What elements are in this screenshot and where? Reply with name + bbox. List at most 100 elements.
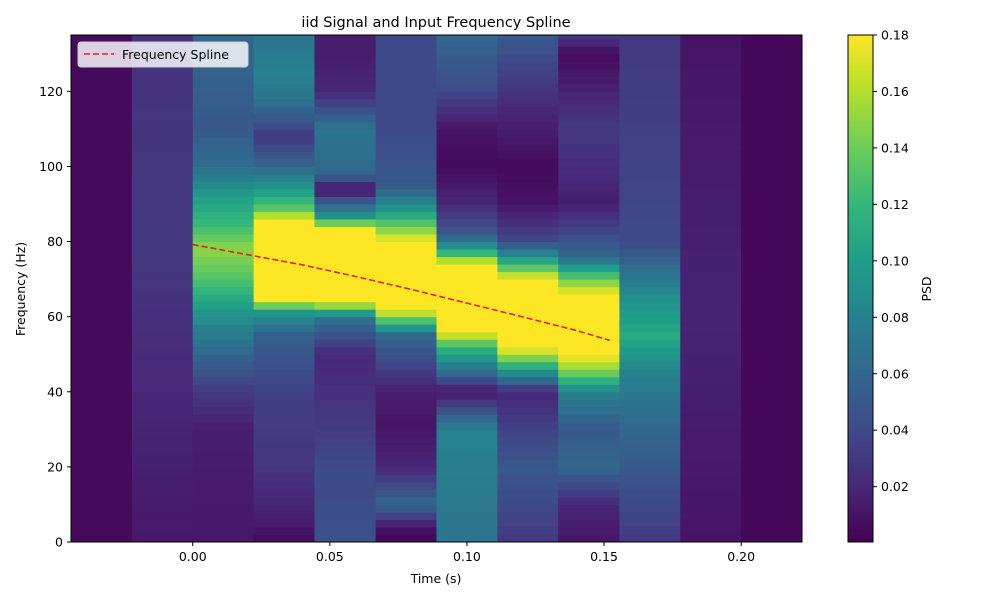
heatmap-cell [71, 504, 133, 513]
heatmap-cell [680, 173, 742, 182]
heatmap-cell [619, 143, 681, 152]
heatmap-cell [436, 128, 498, 137]
heatmap-cell [71, 489, 133, 498]
heatmap-cell [131, 526, 194, 535]
heatmap-cell [680, 324, 742, 333]
heatmap-cell [131, 384, 194, 393]
heatmap-cell [131, 279, 194, 288]
heatmap-cell [375, 511, 437, 520]
heatmap-cell [253, 286, 315, 295]
heatmap-cell [253, 481, 315, 490]
heatmap-cell [619, 534, 681, 543]
heatmap-cell [131, 399, 194, 408]
heatmap-cell [192, 226, 255, 235]
heatmap-cell [680, 113, 742, 122]
heatmap-cell [131, 414, 194, 423]
heatmap-cell [558, 429, 620, 438]
heatmap-cell [131, 354, 194, 363]
heatmap-cell [253, 35, 315, 40]
heatmap-cell [497, 68, 559, 77]
heatmap-cell [741, 451, 803, 460]
heatmap-cell [131, 181, 194, 190]
heatmap-cell [619, 526, 681, 535]
heatmap-cell [375, 346, 437, 355]
heatmap-cell [71, 241, 133, 250]
heatmap-cell [253, 173, 315, 182]
heatmap-cell [192, 136, 255, 145]
heatmap-cell [253, 339, 315, 348]
x-tick-label: 0.20 [727, 549, 755, 564]
heatmap-cell [314, 166, 377, 175]
heatmap-cell [497, 204, 559, 213]
heatmap-cell [680, 286, 742, 295]
heatmap-cell [741, 256, 803, 265]
heatmap-cell [375, 271, 437, 280]
heatmap-cell [619, 53, 681, 62]
heatmap-cell [253, 211, 315, 220]
heatmap-cell [314, 136, 377, 145]
heatmap-cell [314, 391, 377, 400]
heatmap-cell [497, 136, 559, 145]
heatmap-cell [619, 406, 681, 415]
heatmap-cell [619, 91, 681, 100]
x-axis-ticks: 0.00 0.05 0.10 0.15 0.20 [179, 542, 755, 564]
y-axis-ticks: 0 20 40 60 80 100 120 [39, 84, 71, 550]
heatmap-cell [375, 376, 437, 385]
heatmap-cell [619, 264, 681, 273]
heatmap-cell [71, 361, 133, 370]
heatmap-cell [558, 459, 620, 468]
heatmap-cell [741, 436, 803, 445]
spline-series [192, 243, 610, 342]
heatmap-cell [131, 76, 194, 85]
heatmap-cell [192, 98, 255, 107]
heatmap-cell [71, 391, 133, 400]
heatmap-cell [375, 519, 437, 528]
heatmap-cell [375, 429, 437, 438]
heatmap-cell [314, 83, 377, 92]
heatmap-cell [436, 399, 498, 408]
heatmap-cell [253, 226, 315, 235]
colorbar-tick-label: 0.12 [881, 197, 909, 212]
heatmap-cell [71, 496, 133, 505]
heatmap-cell [71, 526, 133, 535]
heatmap-cell [436, 391, 498, 400]
heatmap-cell [497, 406, 559, 415]
heatmap-cell [741, 204, 803, 213]
heatmap-cell [71, 346, 133, 355]
heatmap-cell [71, 98, 133, 107]
heatmap-cell [253, 474, 315, 483]
heatmap-cell [741, 421, 803, 430]
heatmap-cell [741, 369, 803, 378]
heatmap-cell [680, 309, 742, 318]
heatmap-cell [253, 301, 315, 310]
heatmap-cell [497, 98, 559, 107]
heatmap-cell [497, 361, 559, 370]
heatmap-cell [192, 459, 255, 468]
colorbar-label: PSD [919, 276, 934, 301]
heatmap-cell [619, 399, 681, 408]
heatmap-cell [314, 294, 377, 303]
heatmap-cell [375, 121, 437, 130]
heatmap-cell [741, 376, 803, 385]
heatmap-cell [375, 279, 437, 288]
x-tick-label: 0.05 [316, 549, 344, 564]
y-tick-label: 60 [47, 309, 63, 324]
heatmap-cell [131, 113, 194, 122]
heatmap-cell [375, 61, 437, 70]
heatmap-cell [741, 429, 803, 438]
heatmap-cell [436, 406, 498, 415]
heatmap-cell [375, 113, 437, 122]
heatmap-cell [497, 511, 559, 520]
heatmap-cell [314, 271, 377, 280]
heatmap-cell [558, 526, 620, 535]
heatmap-cell [131, 369, 194, 378]
heatmap-cell [71, 459, 133, 468]
heatmap-cell [680, 249, 742, 258]
legend-box [77, 41, 249, 68]
heatmap-cell [192, 444, 255, 453]
heatmap-cell [497, 354, 559, 363]
heatmap-cell [619, 511, 681, 520]
heatmap-cell [680, 234, 742, 243]
heatmap-cell [314, 421, 377, 430]
x-axis-label: Time (s) [410, 571, 462, 586]
